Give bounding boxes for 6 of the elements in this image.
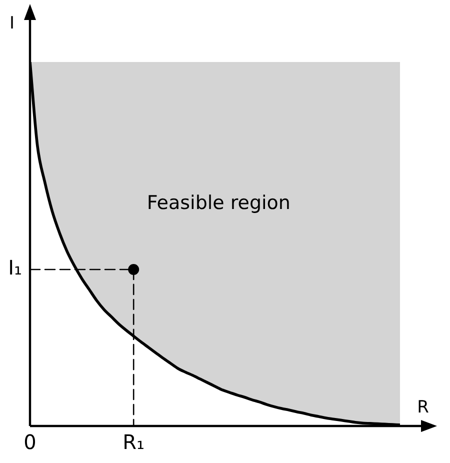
annotation: Feasible region (146, 192, 290, 214)
series-label: I₁ (8, 256, 22, 280)
x-tick-label: R₁ (122, 430, 145, 454)
x-axis-title: R (417, 397, 430, 418)
x-tick-label: 0 (24, 430, 36, 454)
y-axis-title: I (9, 13, 15, 34)
